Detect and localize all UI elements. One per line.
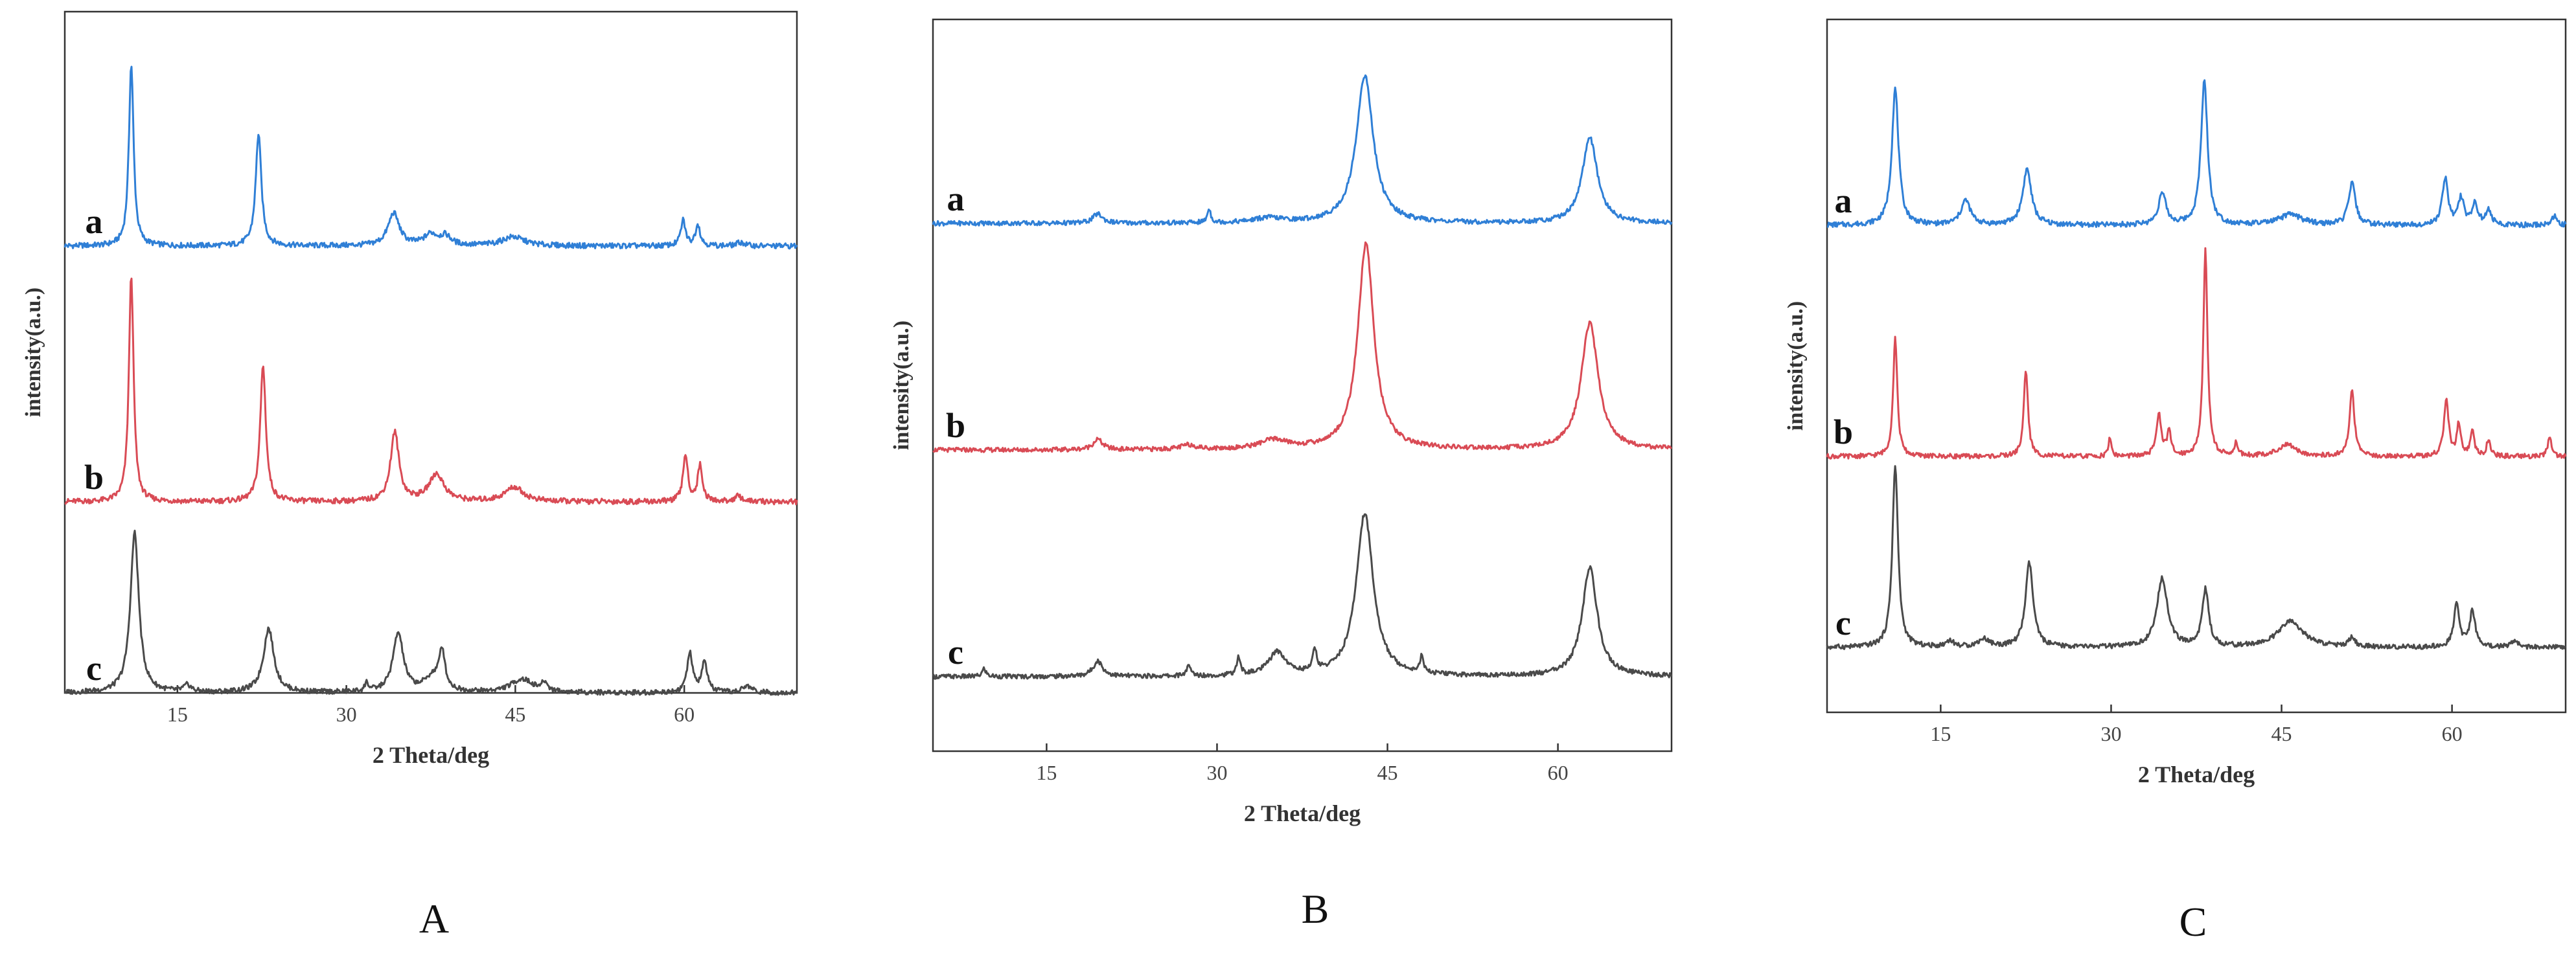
series-label-c: c	[948, 633, 963, 672]
x-axis-label: 2 Theta/deg	[1244, 800, 1361, 826]
x-tick-label: 60	[1548, 761, 1569, 784]
x-tick-label: 15	[1930, 722, 1951, 745]
series-line-c	[932, 513, 1673, 680]
series-line-c	[63, 530, 798, 696]
plot-frame	[63, 10, 798, 694]
series-label-b: b	[1834, 413, 1853, 451]
x-tick-label: 60	[674, 703, 695, 726]
series-label-c: c	[1835, 604, 1851, 642]
x-tick-label: 30	[336, 703, 357, 726]
series-line-a	[63, 65, 798, 250]
x-tick-label: 45	[1377, 761, 1398, 784]
series-line-b	[64, 277, 798, 506]
series-line-c	[1826, 465, 2566, 650]
x-tick-label: 45	[2271, 722, 2292, 745]
x-axis-label: 2 Theta/deg	[2138, 762, 2255, 787]
x-tick-label: 30	[2100, 722, 2121, 745]
plot-frame	[932, 18, 1673, 752]
x-tick-label: 30	[1206, 761, 1227, 784]
panel-letter: A	[419, 896, 449, 942]
x-axis-label: 2 Theta/deg	[373, 742, 489, 768]
x-tick-label: 45	[505, 703, 525, 726]
panel-letter: C	[2179, 899, 2207, 945]
plot-frame	[1826, 18, 2567, 714]
series-label-a: a	[86, 202, 103, 241]
series-line-a	[932, 74, 1673, 227]
y-axis-label: intensity(a.u.)	[1784, 301, 1808, 431]
series-line-b	[1826, 247, 2567, 460]
panel-a: 15 30 45 60 2 Theta/deg intensity(a.u.) a b c A	[21, 10, 798, 942]
y-axis-label: intensity(a.u.)	[21, 288, 45, 417]
series-label-a: a	[947, 179, 965, 218]
series-label-b: b	[84, 458, 104, 497]
panel-b: 15 30 45 60 2 Theta/deg intensity(a.u.) a b c B	[890, 18, 1673, 932]
x-tick-label: 15	[1036, 761, 1057, 784]
series-label-c: c	[86, 649, 102, 688]
panel-c: 15 30 45 60 2 Theta/deg intensity(a.u.) a b c C	[1784, 18, 2567, 945]
series-label-a: a	[1835, 181, 1852, 220]
series-line-b	[932, 241, 1672, 453]
x-tick-label: 15	[167, 703, 188, 726]
y-axis-label: intensity(a.u.)	[890, 321, 914, 450]
x-tick-label: 60	[2442, 722, 2463, 745]
series-line-a	[1826, 79, 2567, 229]
series-label-b: b	[946, 406, 965, 445]
panel-letter: B	[1302, 886, 1329, 932]
